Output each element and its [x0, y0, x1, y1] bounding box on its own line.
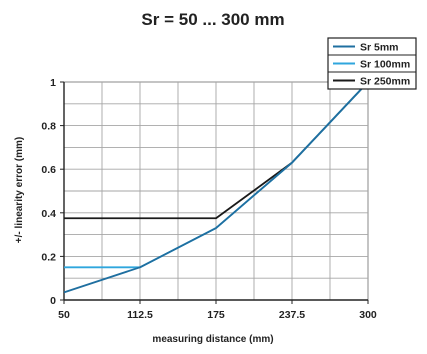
series-lines — [63, 81, 369, 294]
grid — [63, 81, 369, 301]
legend-label: Sr 5mm — [360, 42, 399, 54]
y-tick-label: 1 — [50, 77, 56, 89]
x-tick-label: 50 — [58, 309, 70, 321]
legend: Sr 5mm Sr 100mm Sr 250mm — [327, 37, 417, 90]
chart-title: Sr = 50 ... 300 mm — [141, 10, 284, 29]
x-tick-label: 175 — [207, 309, 225, 321]
y-axis-label: +/- linearity error (mm) — [14, 137, 25, 243]
y-tick-label: 0.6 — [41, 164, 56, 176]
x-tick-label: 300 — [359, 309, 377, 321]
legend-label: Sr 100mm — [360, 59, 410, 71]
y-tick-label: 0.4 — [41, 208, 56, 220]
x-axis-label: measuring distance (mm) — [152, 334, 273, 345]
axes: 50 112.5 175 237.5 300 0 0.2 0.4 0.6 0.8 1 — [41, 77, 377, 321]
y-tick-label: 0.8 — [41, 121, 56, 133]
series-line-sr-5mm — [63, 81, 369, 294]
legend-label: Sr 250mm — [360, 76, 410, 88]
x-tick-label: 237.5 — [279, 309, 305, 321]
x-tick-label: 112.5 — [127, 309, 153, 321]
y-tick-label: 0.2 — [41, 251, 56, 263]
y-tick-label: 0 — [50, 295, 56, 307]
